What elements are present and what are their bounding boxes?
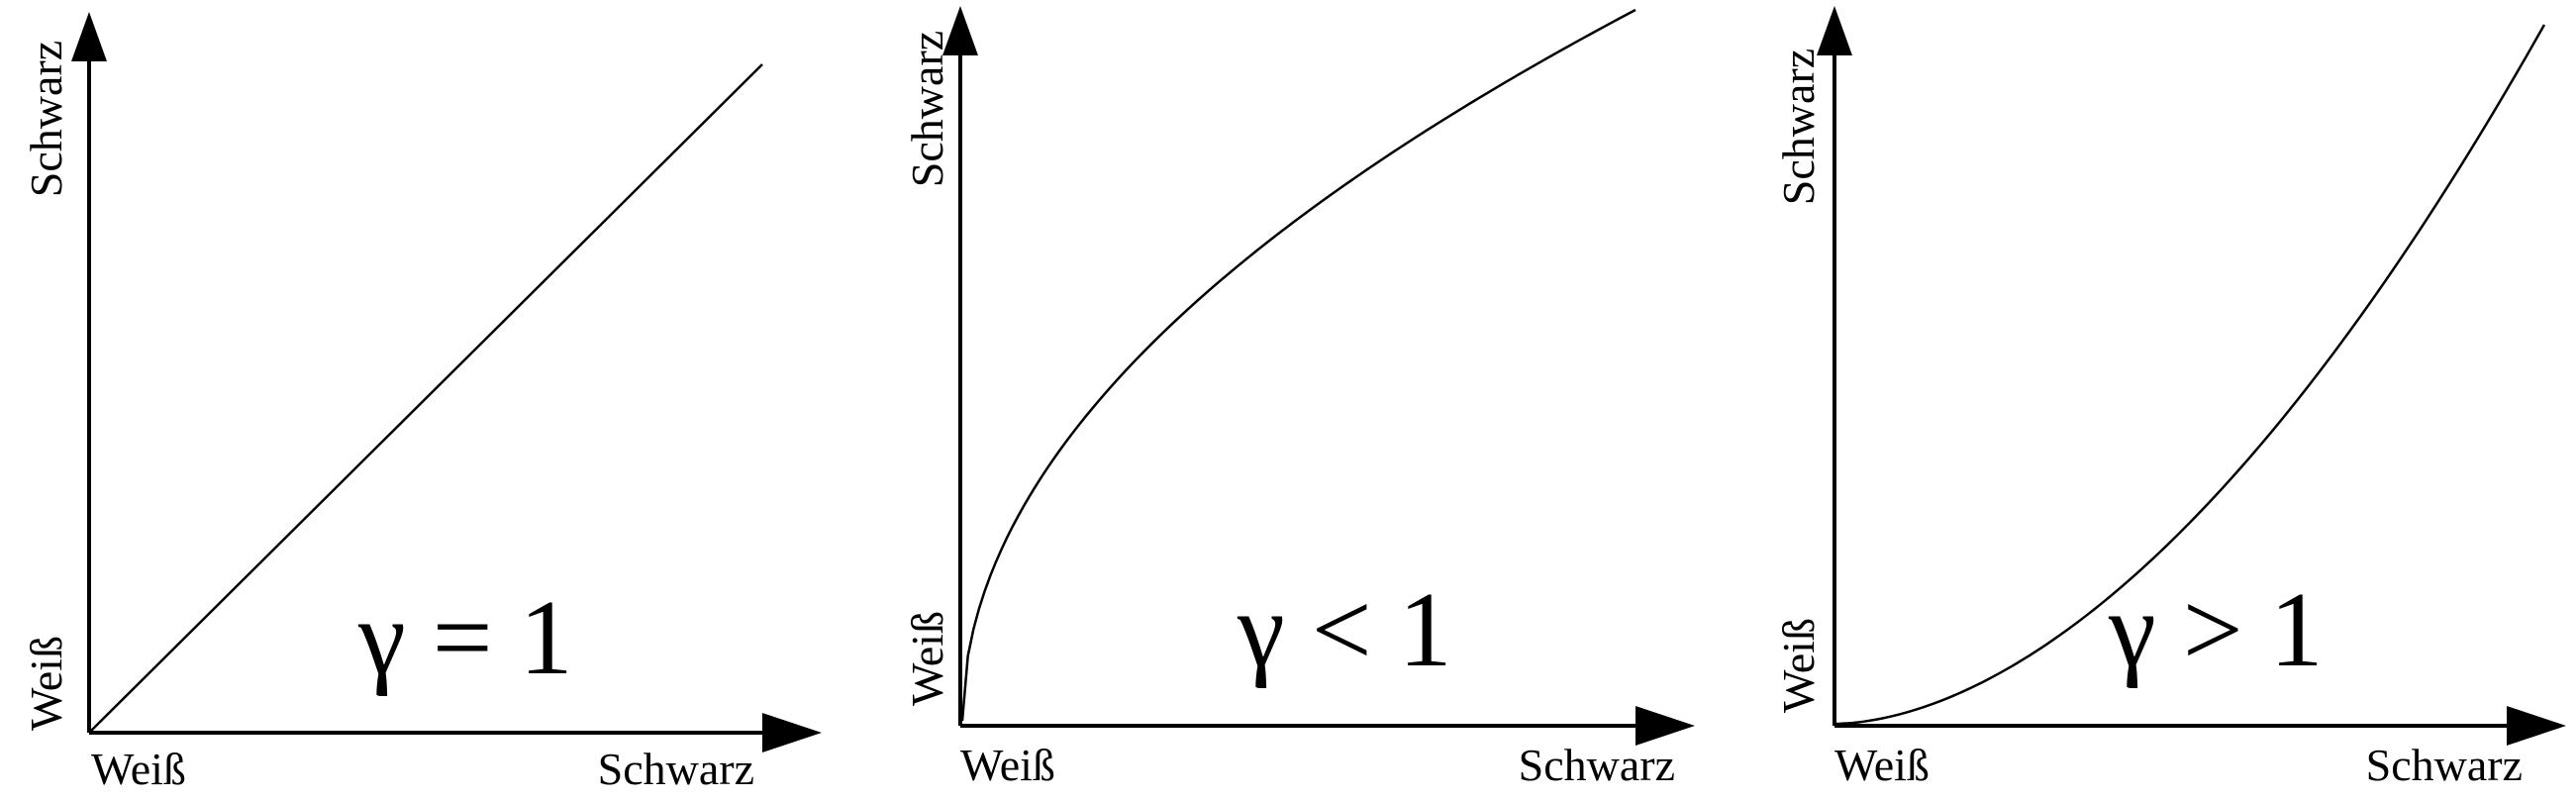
panel-gamma-less-than-1: Weiß Schwarz Weiß Schwarz γ < 1 [902,6,1695,790]
x-axis-start-label: Weiß [91,744,186,794]
panel-gamma-greater-than-1: Weiß Schwarz Weiß Schwarz γ > 1 [1773,6,2566,790]
x-axis-start-label: Weiß [960,740,1055,790]
x-axis-start-label: Weiß [1834,740,1930,790]
gamma-label: γ > 1 [2108,571,2324,689]
gamma-curve [88,63,763,734]
gamma-label: γ = 1 [357,579,573,697]
gamma-label: γ < 1 [1237,571,1452,689]
gamma-curve [960,8,1636,722]
y-axis-end-label: Schwarz [902,31,952,187]
y-axis-arrowhead [71,12,107,61]
x-axis-arrowhead [1635,706,1695,746]
y-axis-end-label: Schwarz [1773,49,1824,205]
y-axis-end-label: Schwarz [21,41,71,197]
x-axis-arrowhead [2507,706,2566,746]
x-axis-arrowhead [762,713,822,752]
y-axis-arrowhead [942,6,978,55]
y-axis-start-label: Weiß [902,611,952,706]
gamma-curve [1833,24,2546,726]
y-axis-arrowhead [1817,6,1852,55]
x-axis-end-label: Schwarz [598,744,754,794]
x-axis-end-label: Schwarz [1519,740,1675,790]
panel-gamma-equal-1: Weiß Schwarz Weiß Schwarz γ = 1 [21,12,822,794]
x-axis-end-label: Schwarz [2366,740,2523,790]
y-axis-start-label: Weiß [1773,618,1824,713]
y-axis-start-label: Weiß [21,636,71,731]
